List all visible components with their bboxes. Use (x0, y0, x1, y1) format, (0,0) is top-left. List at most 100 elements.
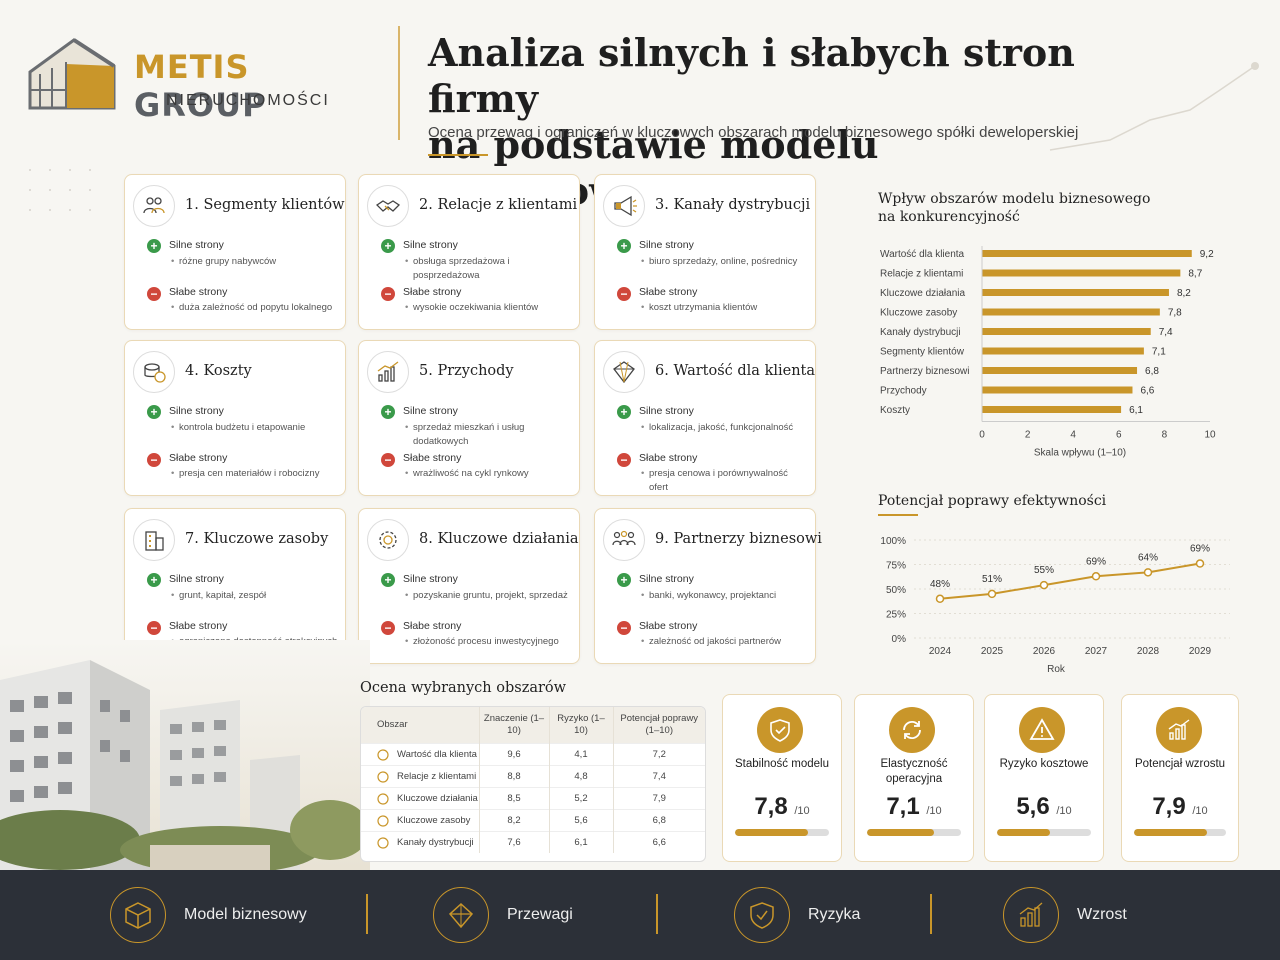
table-cell: 8,5 (478, 786, 549, 809)
weaknesses-label: Słabe strony (169, 452, 228, 464)
table-header: Obszar (361, 707, 479, 743)
plus-icon: + (617, 239, 631, 253)
growth-icon (1019, 902, 1043, 927)
footer-bar: Model biznesowy Przewagi Ryzyka Wzrost (0, 870, 1280, 960)
minus-icon: − (147, 453, 161, 467)
y-tick-label: 100% (880, 536, 906, 547)
line-chart-underline (878, 514, 918, 516)
minus-icon: − (147, 287, 161, 301)
weaknesses-text: presja cen materiałów i robocizny (171, 467, 339, 481)
x-tick-label: 4 (1070, 430, 1076, 441)
footer-item-model[interactable]: Model biznesowy (110, 885, 307, 945)
cube-icon (125, 902, 151, 929)
metric-value: 7,8 /10 (754, 793, 810, 820)
megaphone-icon (614, 195, 637, 217)
bar-category-label: Segmenty klientów (880, 347, 965, 358)
metric-progress-fill (867, 829, 934, 836)
bar (982, 308, 1160, 316)
business-model-card[interactable]: 3. Kanały dystrybucji + Silne strony biu… (594, 174, 816, 330)
footer-item-advantages[interactable]: Przewagi (433, 885, 573, 945)
business-model-card[interactable]: 9. Partnerzy biznesowi + Silne strony ba… (594, 508, 822, 664)
diamond-icon (448, 902, 474, 929)
weaknesses-label: Słabe strony (639, 286, 698, 298)
card-icon-wrap (133, 351, 175, 393)
row-icon (377, 814, 389, 827)
table-header: Potencjał poprawy (1–10) (612, 707, 705, 743)
table-cell: 6,8 (612, 808, 705, 831)
weaknesses-label: Słabe strony (403, 452, 462, 464)
refresh-icon (903, 720, 921, 740)
business-model-card[interactable]: 7. Kluczowe zasoby + Silne strony grunt,… (124, 508, 346, 664)
x-tick-label: 10 (1204, 430, 1216, 441)
metric-progress-bar (1134, 829, 1226, 836)
table-cell: 4,1 (548, 742, 613, 765)
metric-progress-bar (735, 829, 829, 836)
x-tick-label: 2027 (1085, 646, 1108, 657)
footer-divider (366, 894, 368, 934)
strengths-text: pozyskanie gruntu, projekt, sprzedaż (405, 589, 573, 603)
weaknesses-label: Słabe strony (169, 286, 228, 298)
strengths-label: Silne strony (639, 573, 694, 585)
row-icon (377, 836, 389, 849)
bar (982, 386, 1133, 394)
table-cell: 4,8 (548, 764, 613, 787)
metric-label: Potencjał wzrostu (1134, 758, 1226, 770)
x-tick-label: 2026 (1033, 646, 1056, 657)
weaknesses-label: Słabe strony (403, 286, 462, 298)
strengths-label: Silne strony (169, 239, 224, 251)
table-cell: Kluczowe działania (361, 786, 479, 809)
page-subtitle: Ocena przewag i ograniczeń w kluczowych … (428, 124, 1079, 141)
growth-chart-icon (377, 361, 399, 382)
header: METIS GROUP NIERUCHOMOŚCI Analiza silnyc… (0, 0, 1280, 213)
footer-item-risks[interactable]: Ryzyka (734, 885, 860, 945)
bar-category-label: Koszty (880, 405, 910, 416)
table-row: Kanały dystrybucji 7,6 6,1 6,6 (361, 830, 705, 853)
warning-icon (1029, 718, 1055, 740)
y-tick-label: 75% (886, 561, 906, 572)
data-label: 64% (1138, 552, 1158, 563)
weaknesses-label: Słabe strony (639, 620, 698, 632)
bar (982, 406, 1122, 413)
data-label: 69% (1086, 556, 1106, 567)
business-model-card[interactable]: 1. Segmenty klientów + Silne strony różn… (124, 174, 346, 330)
weaknesses-label: Słabe strony (169, 620, 228, 632)
card-icon-wrap (133, 185, 175, 227)
table-row: Kluczowe działania 8,5 5,2 7,9 (361, 786, 705, 809)
people-icon (143, 197, 165, 214)
metric-card: Elastyczność operacyjna 7,1 /10 (854, 694, 974, 862)
footer-label: Wzrost (1077, 906, 1127, 923)
table-header: Znaczenie (1–10) (478, 707, 549, 743)
bar-value-label: 9,2 (1200, 249, 1214, 260)
business-model-card[interactable]: 4. Koszty + Silne strony kontrola budżet… (124, 340, 346, 496)
card-title: 8. Kluczowe działania (419, 531, 579, 547)
strengths-label: Silne strony (639, 239, 694, 251)
card-title: 6. Wartość dla klienta (655, 363, 816, 379)
line-chart: 0% 25% 50% 75% 100% 48% 2024 51% 2025 55% 2026 69% 2… (880, 536, 1230, 675)
business-model-card[interactable]: 5. Przychody + Silne strony sprzedaż mie… (358, 340, 580, 496)
business-model-card[interactable]: 8. Kluczowe działania + Silne strony poz… (358, 508, 580, 664)
data-label: 69% (1190, 544, 1210, 555)
metric-value: 5,6 /10 (1016, 793, 1072, 820)
strengths-text: różne grupy nabywców (171, 255, 339, 269)
business-model-card[interactable]: 6. Wartość dla klienta + Silne strony lo… (594, 340, 816, 496)
card-title: 7. Kluczowe zasoby (185, 531, 329, 547)
bar-category-label: Przychody (880, 386, 927, 397)
data-label: 55% (1034, 565, 1054, 576)
charts-panel: Wpływ obszarów modelu biznesowego na konk… (852, 176, 1244, 676)
table-cell: 5,6 (548, 808, 613, 831)
card-icon-wrap (367, 351, 409, 393)
brand-logo[interactable]: METIS GROUP NIERUCHOMOŚCI (26, 36, 376, 124)
bar-chart-title: Wpływ obszarów modelu biznesowego na konk… (878, 191, 1151, 225)
footer-item-growth[interactable]: Wzrost (1003, 885, 1127, 945)
bar (982, 367, 1138, 374)
table-cell: 8,2 (478, 808, 549, 831)
plus-icon: + (147, 573, 161, 587)
strengths-label: Silne strony (639, 405, 694, 417)
table-title: Ocena wybranych obszarów (360, 680, 567, 696)
data-point (1143, 568, 1153, 577)
strengths-text: banki, wykonawcy, projektanci (641, 589, 809, 603)
shield-icon (750, 902, 774, 929)
business-model-card[interactable]: 2. Relacje z klientami + Silne strony ob… (358, 174, 580, 330)
table-cell: 7,2 (612, 742, 705, 765)
strengths-label: Silne strony (403, 239, 458, 251)
